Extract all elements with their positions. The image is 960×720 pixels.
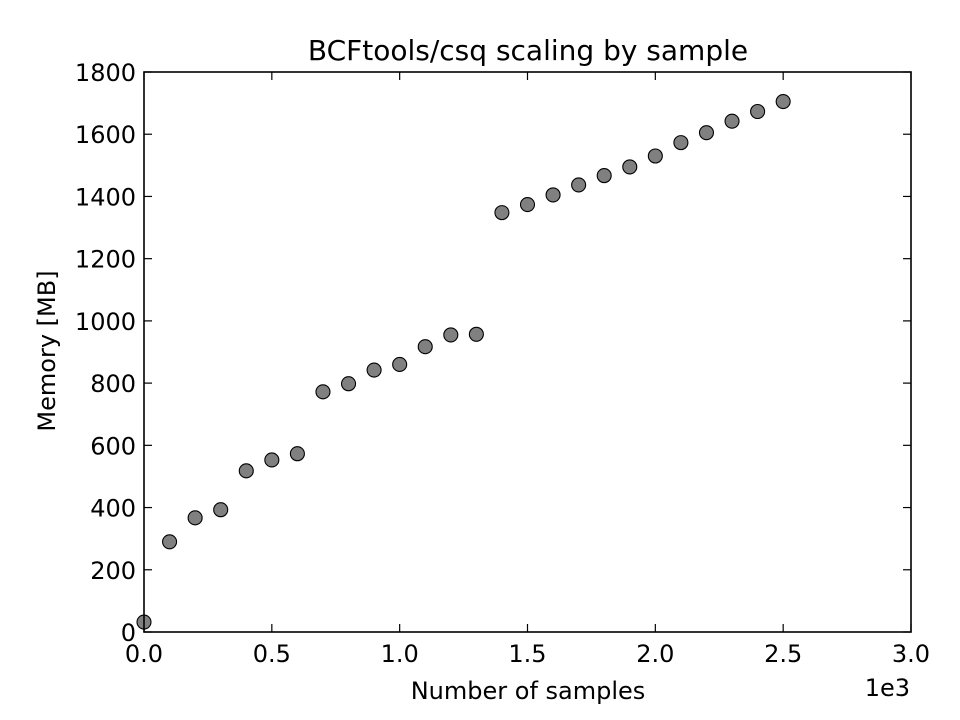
x-tick-label: 2.0 (636, 640, 674, 668)
x-tick-label: 1.0 (381, 640, 419, 668)
data-point (315, 384, 331, 400)
data-point (238, 463, 254, 479)
y-tick-label: 600 (90, 432, 136, 460)
data-point (340, 376, 357, 392)
y-tick-label: 1400 (75, 183, 136, 211)
data-point (187, 510, 203, 526)
data-point (468, 326, 484, 342)
data-point (289, 446, 305, 462)
y-tick-label: 800 (90, 370, 136, 398)
x-tick-label: 2.5 (764, 640, 802, 668)
data-point (596, 168, 612, 184)
x-axis-label: Number of samples (411, 677, 646, 705)
data-point (622, 159, 638, 175)
data-point (392, 356, 408, 372)
data-point (264, 452, 280, 468)
y-tick-label: 1200 (75, 246, 136, 274)
data-point (162, 534, 178, 550)
data-point (775, 94, 791, 110)
y-tick-label: 1000 (75, 308, 136, 336)
data-point (519, 196, 536, 213)
y-axis-label: Memory [MB] (33, 270, 61, 431)
data-point (443, 327, 459, 343)
data-point (571, 177, 587, 193)
data-point (417, 339, 433, 355)
x-tick-label: 1.5 (508, 640, 546, 668)
data-point (750, 103, 766, 120)
data-point (673, 135, 689, 151)
x-tick-label: 3.0 (892, 640, 930, 668)
axis-ticks: 0.0 0.5 1.0 1.5 2.0 2.5 3.0 0 200 400 600 800 1000 12… (75, 59, 930, 668)
data-point (213, 502, 229, 518)
y-tick-label: 400 (90, 495, 136, 523)
y-tick-label: 0 (121, 619, 136, 647)
y-tick-label: 1800 (75, 59, 136, 87)
data-points (136, 94, 791, 630)
data-point (647, 148, 663, 164)
chart-title: BCFtools/csq scaling by sample (308, 34, 748, 67)
x-tick-label: 0.0 (125, 640, 163, 668)
data-point (545, 187, 561, 203)
y-tick-label: 200 (90, 557, 136, 585)
data-point (724, 113, 740, 129)
x-tick-label: 0.5 (253, 640, 291, 668)
data-point (366, 362, 382, 378)
plot-frame (143, 71, 912, 633)
x-axis-offset-label: 1e3 (865, 674, 910, 702)
data-point (494, 205, 510, 221)
data-point (698, 125, 715, 141)
y-tick-label: 1600 (75, 121, 136, 149)
